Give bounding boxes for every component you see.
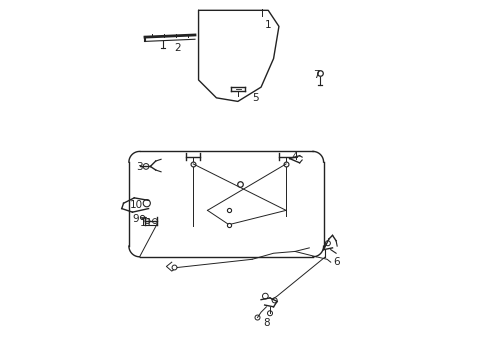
Text: 2: 2 — [174, 43, 180, 53]
Text: 10: 10 — [129, 200, 143, 210]
Text: 7: 7 — [313, 69, 320, 80]
Text: 3: 3 — [136, 162, 143, 172]
Text: 4: 4 — [292, 152, 298, 162]
Text: 9: 9 — [133, 214, 139, 224]
Text: 8: 8 — [263, 318, 270, 328]
Text: 11: 11 — [140, 218, 153, 228]
Text: 1: 1 — [265, 19, 271, 30]
Text: 5: 5 — [252, 93, 259, 103]
Text: 6: 6 — [333, 257, 340, 267]
